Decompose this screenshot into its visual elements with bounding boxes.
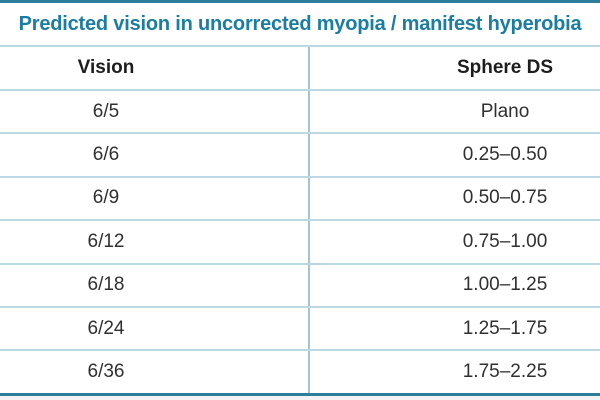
table-title-bar: Predicted vision in uncorrected myopia /…	[0, 3, 600, 45]
sphere-cell: 0.75–1.00	[462, 230, 548, 252]
table-row: 6/6 0.25–0.50	[0, 132, 600, 176]
table-row: 6/18 1.00–1.25	[0, 262, 600, 306]
table-row: 6/5 Plano	[0, 89, 600, 133]
vision-cell: 6/18	[0, 264, 310, 306]
sphere-cell: 0.50–0.75	[462, 187, 548, 209]
outer-background-strip	[0, 395, 600, 400]
vision-cell: 6/24	[0, 307, 310, 350]
bottom-accent-border	[0, 392, 600, 396]
table-row: 6/36 1.75–2.25	[0, 349, 600, 393]
vision-cell: 6/12	[0, 221, 310, 263]
sphere-cell: 0.25–0.50	[462, 144, 548, 166]
top-accent-border	[0, 0, 600, 3]
sphere-cell: 1.25–1.75	[462, 317, 548, 339]
sphere-cell: Plano	[480, 100, 530, 122]
sphere-ds-column-header: Sphere DS	[456, 57, 554, 78]
vision-cell: 6/36	[0, 351, 310, 393]
vision-cell: 6/9	[0, 177, 310, 220]
sphere-cell: 1.75–2.25	[462, 361, 548, 383]
table-row: 6/12 0.75–1.00	[0, 219, 600, 263]
table-title: Predicted vision in uncorrected myopia /…	[18, 12, 582, 35]
vision-column-header: Vision	[0, 47, 310, 89]
sphere-cell: 1.00–1.25	[462, 274, 548, 296]
vision-cell: 6/6	[0, 134, 310, 176]
table-row: 6/24 1.25–1.75	[0, 305, 600, 350]
vision-cell: 6/5	[0, 91, 310, 133]
table-header-row: Vision Sphere DS	[0, 45, 600, 89]
table-row: 6/9 0.50–0.75	[0, 175, 600, 220]
